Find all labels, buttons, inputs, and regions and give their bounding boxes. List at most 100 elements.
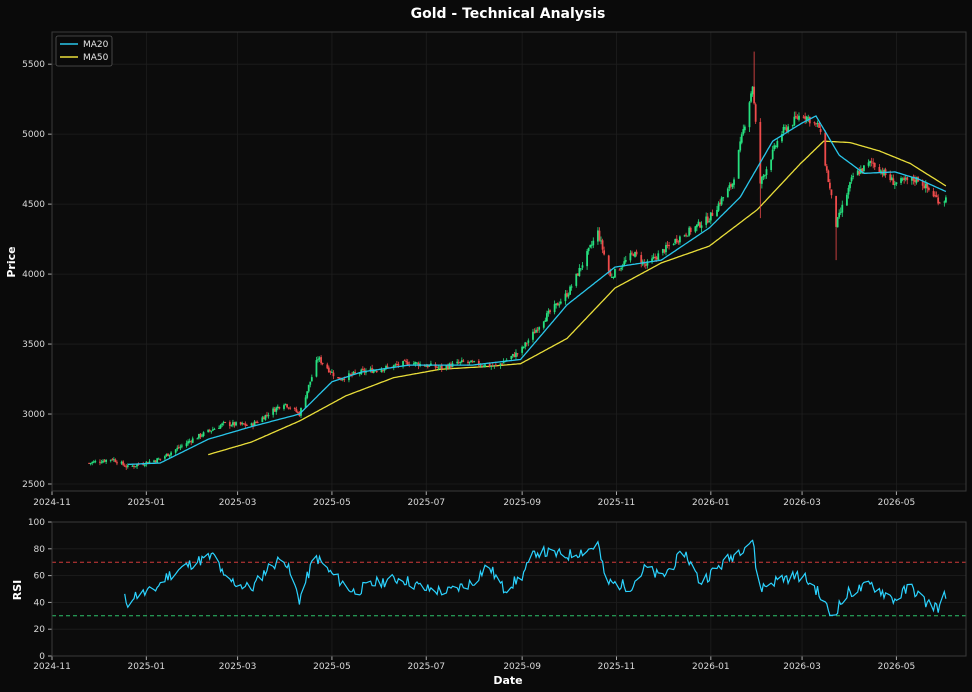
candle-body bbox=[751, 86, 754, 95]
candle-body bbox=[532, 331, 534, 340]
candle-body bbox=[207, 429, 210, 433]
price-y-ticks: 2500 3000 3500 4000 4500 5000 5500 bbox=[22, 60, 52, 490]
rsi-x-tick-label: 2026-05 bbox=[878, 662, 916, 672]
candle-body bbox=[651, 258, 653, 263]
candle-body bbox=[133, 465, 135, 467]
candle-body bbox=[580, 268, 582, 270]
candle-body bbox=[170, 452, 172, 455]
candle-body bbox=[544, 320, 547, 322]
candle-body bbox=[623, 261, 626, 266]
candle-body bbox=[253, 421, 256, 427]
candle-body bbox=[501, 363, 503, 365]
candle-body bbox=[395, 363, 398, 365]
candle-body bbox=[157, 458, 160, 460]
candle-body bbox=[208, 429, 211, 431]
candle-body bbox=[310, 377, 313, 382]
candle-body bbox=[869, 161, 872, 164]
candle-body bbox=[242, 423, 245, 425]
candle-body bbox=[142, 464, 145, 466]
candle-body bbox=[159, 458, 162, 460]
candle-body bbox=[536, 329, 539, 331]
candle-body bbox=[385, 365, 387, 369]
candle-body bbox=[369, 368, 372, 371]
candle-body bbox=[326, 364, 329, 369]
price-x-tick-label: 2025-01 bbox=[128, 498, 166, 508]
candle-body bbox=[439, 366, 442, 368]
rsi-y-tick-label: 0 bbox=[39, 652, 45, 662]
candle-body bbox=[511, 353, 514, 356]
candle-body bbox=[493, 365, 496, 367]
candle-body bbox=[349, 374, 352, 376]
rsi-x-tick-label: 2026-01 bbox=[692, 662, 730, 672]
candle-body bbox=[686, 235, 689, 237]
candle-body bbox=[836, 217, 839, 228]
candle-body bbox=[764, 175, 766, 177]
candle-body bbox=[88, 462, 91, 464]
candle-body bbox=[213, 428, 216, 430]
candle-body bbox=[406, 361, 409, 365]
candle-body bbox=[944, 197, 947, 203]
candle-body bbox=[222, 421, 225, 423]
price-y-tick-label: 4000 bbox=[22, 270, 45, 280]
candle-body bbox=[287, 407, 290, 409]
candle-body bbox=[754, 104, 757, 122]
candle-body bbox=[665, 245, 667, 253]
price-x-tick-label: 2025-03 bbox=[219, 498, 257, 508]
candle-body bbox=[787, 126, 790, 133]
candle-body bbox=[815, 123, 817, 125]
candle-body bbox=[943, 201, 946, 203]
candle-body bbox=[361, 368, 364, 370]
candle-body bbox=[91, 462, 94, 464]
candle-body bbox=[620, 267, 623, 270]
candle-body bbox=[760, 176, 763, 184]
candle-body bbox=[405, 361, 408, 363]
candle-body bbox=[893, 184, 896, 186]
candle-body bbox=[759, 121, 762, 184]
candle-body bbox=[576, 273, 579, 276]
candle-body bbox=[818, 123, 820, 128]
price-x-tick-label: 2026-03 bbox=[783, 498, 821, 508]
rsi-y-tick-label: 20 bbox=[34, 625, 46, 635]
candle-body bbox=[481, 365, 483, 367]
candle-body bbox=[730, 184, 732, 187]
candle-body bbox=[428, 365, 431, 367]
candle-body bbox=[794, 115, 797, 118]
candle-body bbox=[459, 361, 462, 363]
candle-body bbox=[447, 365, 449, 369]
candle-body bbox=[655, 257, 658, 260]
rsi-axis-title: RSI bbox=[11, 580, 24, 601]
ma50-group bbox=[208, 140, 947, 456]
candle-body bbox=[338, 377, 341, 380]
candle-body bbox=[654, 256, 657, 259]
candle-body bbox=[100, 462, 103, 464]
candle-body bbox=[558, 304, 561, 306]
candle-body bbox=[771, 149, 774, 160]
candle-body bbox=[587, 247, 590, 252]
candle-body bbox=[340, 379, 343, 381]
candle-body bbox=[858, 171, 861, 175]
candle-body bbox=[293, 408, 296, 410]
candle-body bbox=[235, 422, 237, 426]
candle-body bbox=[250, 423, 253, 426]
candle-body bbox=[720, 197, 723, 205]
rsi-y-ticks: 0 20 40 60 80 100 bbox=[28, 518, 52, 662]
candle-body bbox=[244, 423, 247, 426]
candle-body bbox=[177, 447, 180, 449]
candle-body bbox=[218, 427, 220, 429]
candle-body bbox=[807, 117, 810, 119]
candle-body bbox=[332, 372, 335, 377]
rsi-panel: 0 20 40 60 80 100 2024-11 2025-01 2025-03 2025-0… bbox=[11, 518, 967, 687]
candle-body bbox=[103, 460, 106, 462]
candle-body bbox=[99, 461, 101, 463]
rsi-group bbox=[124, 539, 947, 616]
candle-body bbox=[491, 365, 494, 367]
candle-body bbox=[737, 150, 740, 179]
candle-body bbox=[372, 370, 375, 373]
candle-body bbox=[740, 134, 743, 143]
candle-body bbox=[569, 286, 571, 295]
candle-body bbox=[802, 116, 805, 118]
candle-body bbox=[266, 414, 268, 416]
price-y-tick-label: 5500 bbox=[22, 60, 45, 70]
candle-body bbox=[612, 276, 615, 278]
